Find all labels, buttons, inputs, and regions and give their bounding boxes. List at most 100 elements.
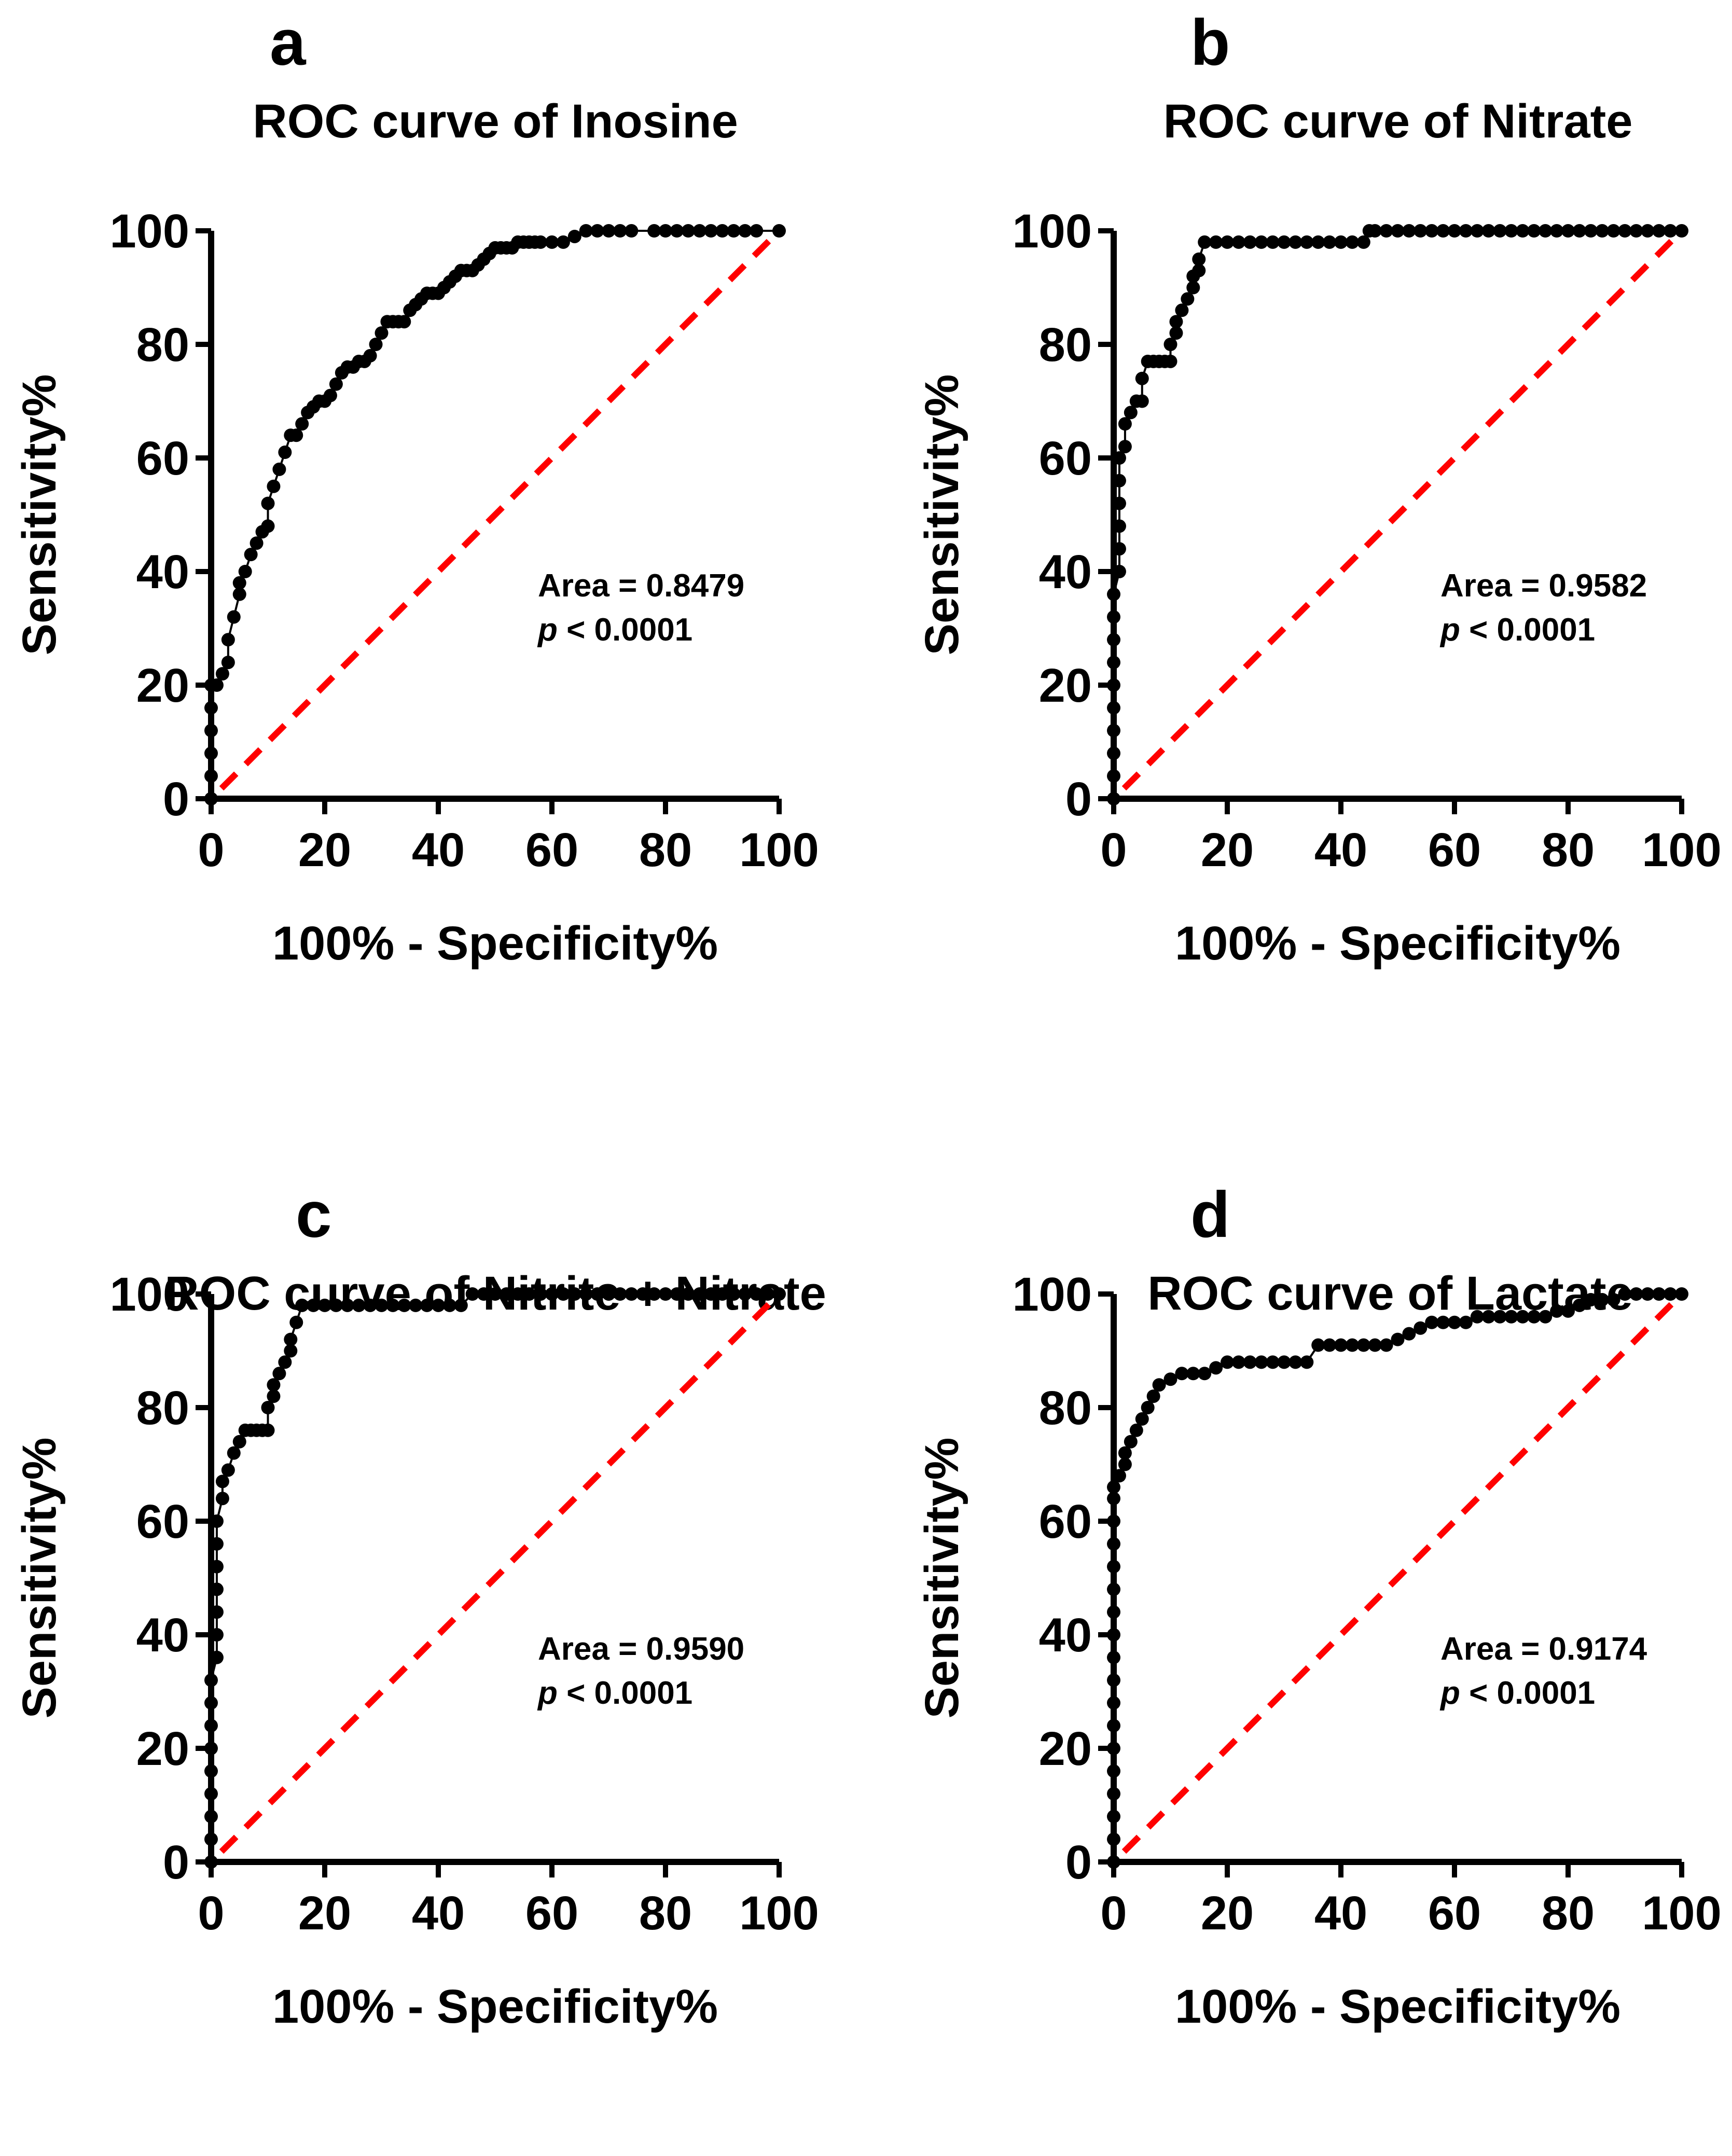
panel-a-roc-point — [232, 576, 246, 590]
panel-d-roc-point — [1107, 1742, 1120, 1755]
panel-c-roc-point — [477, 1287, 491, 1301]
panel-d-x-tick-label-100: 100 — [1642, 1887, 1722, 1940]
panel-c-y-tick-label-100: 100 — [110, 1268, 190, 1321]
panel-a-roc-point — [363, 349, 377, 363]
panel-a-x-tick-label-80: 80 — [639, 824, 692, 877]
panel-d-roc-point — [1448, 1315, 1461, 1329]
panel-b-roc-point — [1300, 235, 1314, 249]
panel-b-roc-point — [1192, 252, 1206, 266]
panel-b-roc-point — [1198, 235, 1212, 249]
panel-c-roc-point — [289, 1315, 303, 1329]
panel-b-roc-point — [1175, 303, 1189, 317]
panel-a-roc-point — [250, 536, 264, 550]
panel-b-roc-point — [1112, 519, 1126, 533]
panel-c-roc-point — [454, 1298, 468, 1312]
panel-b-x-tick-label-0: 0 — [1100, 824, 1127, 877]
panel-c-x-tick-label-20: 20 — [298, 1887, 351, 1940]
panel-c-roc-point — [215, 1492, 229, 1506]
panel-c-roc-point — [204, 1673, 218, 1687]
panel-d-roc-point — [1414, 1321, 1428, 1335]
panel-b-roc-point — [1595, 224, 1609, 238]
panel-a-roc-point — [204, 701, 218, 715]
panel-c-roc-point — [204, 1742, 218, 1755]
panel-c-x-axis-label: 100% - Specificity% — [272, 1980, 718, 2033]
panel-c-roc-point — [204, 1810, 218, 1824]
panel-b-roc-point — [1641, 224, 1655, 238]
panel-d-roc-point — [1266, 1355, 1280, 1369]
panel-c-roc-point — [329, 1298, 343, 1312]
panel-c-roc-point — [284, 1344, 298, 1358]
panel-b-roc-point — [1107, 678, 1120, 692]
panel-a-roc-point — [681, 224, 695, 238]
panel-a-roc-point — [238, 565, 252, 578]
panel-b-p-symbol: p — [1439, 612, 1460, 648]
panel-b-roc-point — [1493, 224, 1507, 238]
panel-d-roc-point — [1675, 1287, 1688, 1301]
panel-d-roc-point — [1584, 1292, 1598, 1306]
panel-b-roc-point — [1277, 235, 1291, 249]
panel-b-roc-point — [1124, 406, 1138, 420]
panel-b-roc-point — [1606, 224, 1620, 238]
panel-b-roc-point — [1368, 224, 1382, 238]
panel-b-roc-point — [1288, 235, 1303, 249]
panel-c-roc-point — [556, 1287, 570, 1301]
panel-a-roc-point — [556, 235, 570, 249]
panel-a-reference-line — [219, 228, 782, 791]
panel-d-roc-point — [1107, 1492, 1120, 1506]
panel-d-roc-point — [1334, 1338, 1348, 1352]
panel-d-roc-point — [1243, 1355, 1257, 1369]
panel-a-roc-point — [215, 667, 229, 681]
panel-b-roc-point — [1481, 224, 1495, 238]
panel-b-roc-point — [1112, 496, 1126, 510]
panel-d-roc-point — [1175, 1367, 1189, 1381]
panel-c-roc-point — [210, 1560, 224, 1574]
panel-d-roc-point — [1163, 1372, 1177, 1386]
panel-c-roc-point — [511, 1287, 525, 1301]
panel-d-x-axis-label: 100% - Specificity% — [1175, 1980, 1620, 2033]
panel-d-roc-point — [1459, 1315, 1473, 1329]
panel-c-x-tick-label-40: 40 — [412, 1887, 465, 1940]
panel-c-roc-point — [267, 1378, 281, 1392]
panel-b-roc-point — [1163, 354, 1177, 368]
panel-c-roc-point — [227, 1446, 241, 1460]
panel-b-roc-point — [1436, 224, 1450, 238]
panel-b-y-tick-label-100: 100 — [1013, 205, 1092, 258]
panel-a-roc-point — [692, 224, 706, 238]
panel-a-roc-point — [579, 224, 593, 238]
panel-c-roc-point — [204, 1719, 218, 1733]
panel-c-roc-point — [738, 1287, 752, 1301]
panel-a-y-tick-label-100: 100 — [110, 205, 190, 258]
panel-b-roc-point — [1311, 235, 1325, 249]
panel-d-roc-point — [1470, 1310, 1484, 1324]
panel-b-roc-point — [1527, 224, 1541, 238]
panel-b-roc-point — [1163, 338, 1177, 351]
panel-d-x-tick-label-80: 80 — [1542, 1887, 1595, 1940]
panel-a-y-tick-label-40: 40 — [136, 546, 189, 599]
panel-d-roc-point — [1527, 1310, 1541, 1324]
panel-b-x-tick-label-100: 100 — [1642, 824, 1722, 877]
panel-c-roc-point — [210, 1514, 224, 1528]
panel-d-roc-point — [1300, 1355, 1314, 1369]
panel-a-roc-point — [375, 326, 389, 340]
panel-c-roc-point — [727, 1287, 741, 1301]
panel-b-roc-point — [1584, 224, 1598, 238]
panel-d-roc-point — [1277, 1355, 1291, 1369]
panel-a-y-tick-label-0: 0 — [163, 773, 189, 826]
panel-a-p-symbol: p — [537, 612, 558, 648]
panel-c-roc-point — [221, 1463, 235, 1477]
panel-b-roc-point — [1664, 224, 1678, 238]
panel-d-roc-point — [1107, 1480, 1120, 1494]
panel-b-roc-point — [1448, 224, 1461, 238]
panel-d-roc-point — [1107, 1787, 1120, 1801]
panel-b-x-axis-label: 100% - Specificity% — [1175, 917, 1620, 970]
panel-a-roc-point — [289, 428, 303, 442]
panel-d-roc-point — [1311, 1338, 1325, 1352]
panel-d-roc-point — [1345, 1338, 1359, 1352]
panel-a-y-tick-label-80: 80 — [136, 318, 189, 371]
panel-d-y-tick-label-100: 100 — [1013, 1268, 1092, 1321]
panel-b-roc-point — [1107, 656, 1120, 670]
panel-b-reference-line — [1121, 228, 1684, 791]
panel-c-roc-point — [204, 1832, 218, 1846]
panel-b-roc-point — [1391, 224, 1405, 238]
panel-b-roc-point — [1169, 326, 1183, 340]
